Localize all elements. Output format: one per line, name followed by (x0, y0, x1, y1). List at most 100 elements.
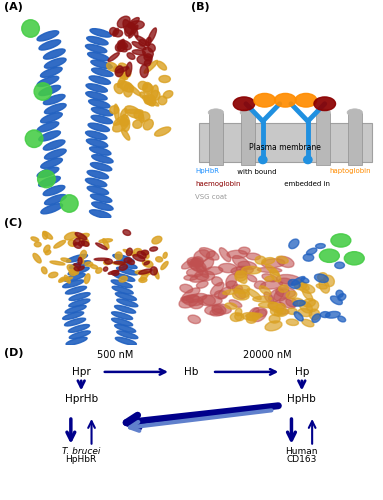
Ellipse shape (182, 288, 200, 300)
Ellipse shape (113, 115, 128, 126)
Ellipse shape (286, 298, 298, 307)
Text: T. brucei: T. brucei (62, 446, 100, 456)
Ellipse shape (269, 314, 280, 323)
Ellipse shape (306, 300, 319, 312)
Ellipse shape (242, 312, 260, 320)
Ellipse shape (108, 52, 119, 62)
Ellipse shape (92, 108, 113, 116)
Ellipse shape (125, 106, 141, 118)
Ellipse shape (210, 282, 224, 295)
Ellipse shape (141, 272, 148, 280)
Ellipse shape (68, 267, 89, 275)
Ellipse shape (91, 116, 113, 124)
Ellipse shape (69, 270, 77, 276)
Ellipse shape (115, 292, 136, 300)
Ellipse shape (157, 62, 167, 70)
Ellipse shape (123, 230, 131, 235)
Ellipse shape (118, 40, 131, 50)
Ellipse shape (115, 42, 126, 51)
Ellipse shape (306, 248, 317, 255)
Ellipse shape (300, 301, 313, 313)
Ellipse shape (103, 239, 109, 248)
Ellipse shape (39, 131, 61, 141)
Ellipse shape (74, 268, 79, 271)
Ellipse shape (114, 66, 128, 80)
Ellipse shape (144, 60, 158, 73)
Ellipse shape (78, 266, 84, 270)
Text: Hb: Hb (184, 367, 199, 377)
Ellipse shape (265, 276, 274, 281)
Ellipse shape (286, 291, 297, 298)
Ellipse shape (50, 261, 65, 265)
Ellipse shape (232, 284, 242, 292)
Ellipse shape (67, 265, 79, 274)
Ellipse shape (121, 114, 130, 132)
Circle shape (331, 234, 351, 247)
Ellipse shape (212, 305, 226, 316)
Ellipse shape (259, 286, 271, 295)
Ellipse shape (268, 302, 283, 312)
Ellipse shape (274, 309, 288, 316)
Ellipse shape (278, 278, 293, 286)
Ellipse shape (239, 247, 250, 254)
Ellipse shape (92, 154, 113, 163)
Ellipse shape (150, 247, 157, 251)
Text: VSG coat: VSG coat (195, 194, 227, 200)
Circle shape (25, 130, 43, 148)
Circle shape (344, 252, 364, 265)
Ellipse shape (54, 240, 65, 248)
Ellipse shape (110, 28, 117, 35)
Ellipse shape (179, 294, 199, 308)
Text: HprHb: HprHb (65, 394, 98, 404)
Ellipse shape (247, 289, 261, 300)
Ellipse shape (280, 298, 295, 308)
Ellipse shape (274, 288, 290, 301)
Ellipse shape (146, 38, 151, 46)
Ellipse shape (295, 94, 317, 107)
Ellipse shape (118, 40, 124, 50)
Ellipse shape (39, 176, 60, 186)
Ellipse shape (112, 262, 126, 265)
Ellipse shape (331, 296, 342, 304)
Ellipse shape (318, 272, 327, 281)
Ellipse shape (139, 40, 146, 46)
Ellipse shape (262, 258, 285, 268)
Ellipse shape (84, 274, 90, 283)
Ellipse shape (41, 204, 62, 214)
Ellipse shape (44, 149, 66, 159)
Ellipse shape (270, 270, 281, 282)
Ellipse shape (117, 331, 138, 338)
Ellipse shape (125, 23, 134, 36)
Ellipse shape (145, 96, 159, 106)
Ellipse shape (37, 122, 59, 132)
Ellipse shape (85, 131, 107, 140)
Ellipse shape (277, 309, 289, 314)
Ellipse shape (118, 76, 125, 88)
Ellipse shape (74, 264, 81, 267)
Ellipse shape (114, 274, 135, 281)
Ellipse shape (135, 270, 151, 275)
Ellipse shape (326, 312, 340, 318)
Ellipse shape (229, 300, 242, 308)
Ellipse shape (289, 239, 299, 248)
Ellipse shape (182, 258, 198, 269)
Ellipse shape (212, 277, 223, 286)
Ellipse shape (43, 232, 47, 239)
Ellipse shape (133, 120, 142, 128)
Text: embedded in: embedded in (282, 181, 330, 187)
Ellipse shape (191, 258, 203, 268)
Ellipse shape (227, 250, 247, 258)
Ellipse shape (294, 312, 303, 321)
Ellipse shape (247, 317, 256, 324)
Ellipse shape (292, 298, 304, 306)
Ellipse shape (195, 262, 208, 278)
Text: Human: Human (286, 446, 318, 456)
Ellipse shape (69, 261, 90, 268)
Ellipse shape (91, 60, 112, 68)
Circle shape (34, 83, 52, 100)
Circle shape (319, 249, 339, 262)
Ellipse shape (276, 304, 286, 316)
Ellipse shape (338, 294, 346, 300)
Ellipse shape (234, 288, 246, 298)
Ellipse shape (254, 94, 275, 107)
